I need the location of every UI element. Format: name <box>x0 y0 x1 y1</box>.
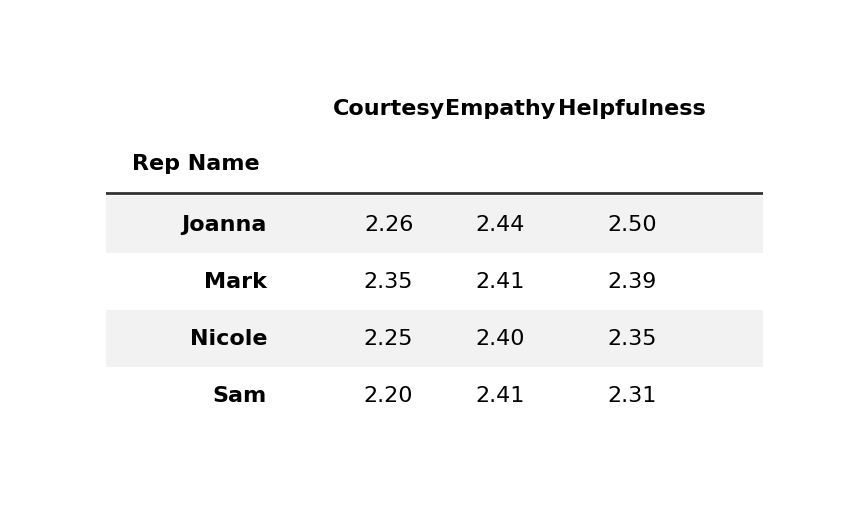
Bar <box>106 367 763 424</box>
Text: 2.35: 2.35 <box>607 329 656 349</box>
Text: 2.41: 2.41 <box>476 386 525 406</box>
Bar <box>106 253 763 310</box>
Text: Mark: Mark <box>204 272 267 292</box>
Text: Rep Name: Rep Name <box>132 154 260 174</box>
Text: 2.35: 2.35 <box>364 272 413 292</box>
Text: Courtesy: Courtesy <box>332 99 444 119</box>
Bar <box>106 196 763 253</box>
Text: 2.31: 2.31 <box>607 386 656 406</box>
Text: Empathy: Empathy <box>445 99 555 119</box>
Text: 2.20: 2.20 <box>364 386 413 406</box>
Text: Sam: Sam <box>213 386 267 406</box>
Text: Joanna: Joanna <box>181 215 267 235</box>
Text: 2.50: 2.50 <box>607 215 656 235</box>
Text: 2.39: 2.39 <box>607 272 656 292</box>
Text: Nicole: Nicole <box>189 329 267 349</box>
Bar <box>106 310 763 367</box>
Text: Helpfulness: Helpfulness <box>558 99 706 119</box>
Text: 2.44: 2.44 <box>476 215 525 235</box>
Text: 2.40: 2.40 <box>476 329 525 349</box>
Text: 2.26: 2.26 <box>364 215 413 235</box>
Text: 2.25: 2.25 <box>364 329 413 349</box>
Text: 2.41: 2.41 <box>476 272 525 292</box>
